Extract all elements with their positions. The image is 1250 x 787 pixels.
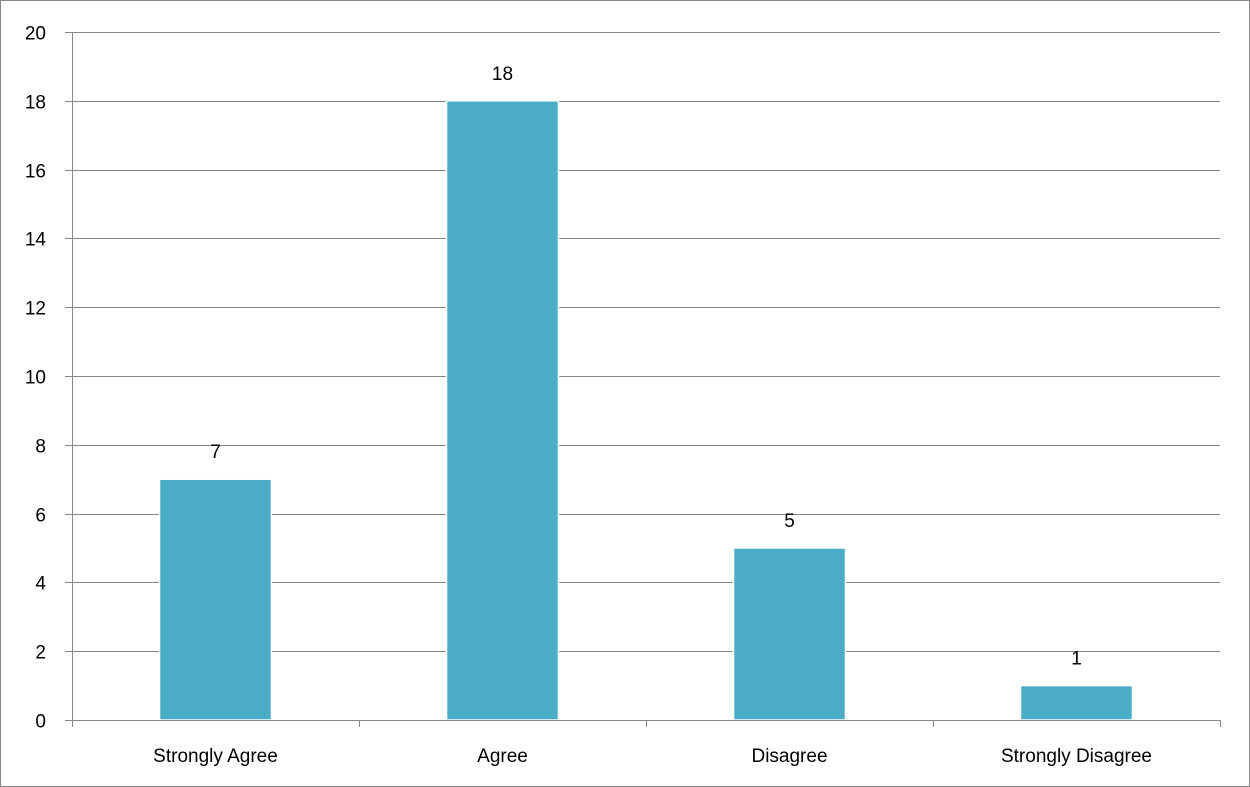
x-axis-tick-labels: Strongly Agree Agree Disagree Strongly Disa… xyxy=(153,746,1152,767)
bar xyxy=(445,100,560,721)
y-tick-label: 8 xyxy=(35,437,46,458)
y-tick-label: 0 xyxy=(35,712,46,733)
bars xyxy=(158,100,1134,721)
data-label: 1 xyxy=(1071,649,1082,670)
x-tick-label: Agree xyxy=(477,746,528,767)
data-label: 7 xyxy=(210,442,221,463)
y-tick-label: 14 xyxy=(25,230,47,251)
x-tick-label: Disagree xyxy=(751,746,827,767)
y-tick-label: 18 xyxy=(25,93,46,114)
data-labels: 7 18 5 1 xyxy=(210,64,1082,670)
bar xyxy=(1019,684,1134,721)
x-tick-label: Strongly Agree xyxy=(153,746,278,767)
y-axis-tick-labels: 0 2 4 6 8 10 12 14 16 18 20 xyxy=(25,24,47,733)
y-tick-label: 16 xyxy=(25,162,46,183)
data-label: 5 xyxy=(784,511,795,532)
y-tick-label: 12 xyxy=(25,299,46,320)
x-tick-label: Strongly Disagree xyxy=(1001,746,1152,767)
data-label: 18 xyxy=(492,64,513,85)
y-tick-label: 6 xyxy=(35,506,46,527)
y-tick-label: 2 xyxy=(35,643,46,664)
bar xyxy=(732,547,847,721)
bar xyxy=(158,478,273,721)
y-tick-label: 10 xyxy=(25,368,46,389)
y-tick-label: 20 xyxy=(25,24,46,45)
y-tick-label: 4 xyxy=(35,574,46,595)
axes xyxy=(65,32,1221,727)
